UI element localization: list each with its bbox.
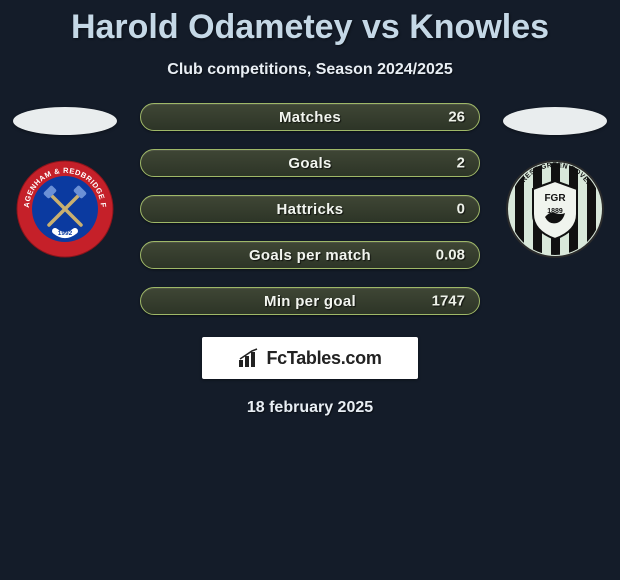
svg-text:FGR: FGR	[544, 193, 566, 204]
stats-bars: Matches 26 Goals 2 Hattricks 0 Goals per…	[140, 103, 480, 315]
bar-chart-icon	[238, 348, 260, 368]
stat-row-mpg: Min per goal 1747	[140, 287, 480, 315]
stat-row-hattricks: Hattricks 0	[140, 195, 480, 223]
stat-row-matches: Matches 26	[140, 103, 480, 131]
comparison-main: DAGENHAM & REDBRIDGE FC 1992 Matches 26 …	[0, 103, 620, 315]
stat-value: 2	[457, 155, 465, 172]
stat-label: Min per goal	[264, 293, 356, 310]
page-title: Harold Odametey vs Knowles	[0, 0, 620, 47]
right-team-column: FGR 1889 FOREST GREEN ROVERS	[500, 103, 610, 259]
stat-label: Hattricks	[277, 201, 344, 218]
page-subtitle: Club competitions, Season 2024/2025	[0, 61, 620, 79]
brand-text: FcTables.com	[266, 348, 381, 369]
left-oval	[13, 107, 117, 135]
footer-date: 18 february 2025	[0, 399, 620, 417]
left-team-column: DAGENHAM & REDBRIDGE FC 1992	[10, 103, 120, 259]
dagenham-crest-icon: DAGENHAM & REDBRIDGE FC 1992	[15, 159, 115, 259]
stat-row-gpm: Goals per match 0.08	[140, 241, 480, 269]
stat-row-goals: Goals 2	[140, 149, 480, 177]
svg-text:1992: 1992	[58, 230, 73, 237]
stat-label: Goals	[288, 155, 331, 172]
stat-label: Goals per match	[249, 247, 371, 264]
left-crest: DAGENHAM & REDBRIDGE FC 1992	[15, 159, 115, 259]
stat-value: 0	[457, 201, 465, 218]
stat-label: Matches	[279, 109, 341, 126]
brand-badge: FcTables.com	[202, 337, 418, 379]
right-oval	[503, 107, 607, 135]
stat-value: 1747	[432, 293, 465, 310]
right-crest: FGR 1889 FOREST GREEN ROVERS	[505, 159, 605, 259]
stat-value: 0.08	[436, 247, 465, 264]
stat-value: 26	[448, 109, 465, 126]
forest-green-crest-icon: FGR 1889 FOREST GREEN ROVERS	[505, 159, 605, 259]
